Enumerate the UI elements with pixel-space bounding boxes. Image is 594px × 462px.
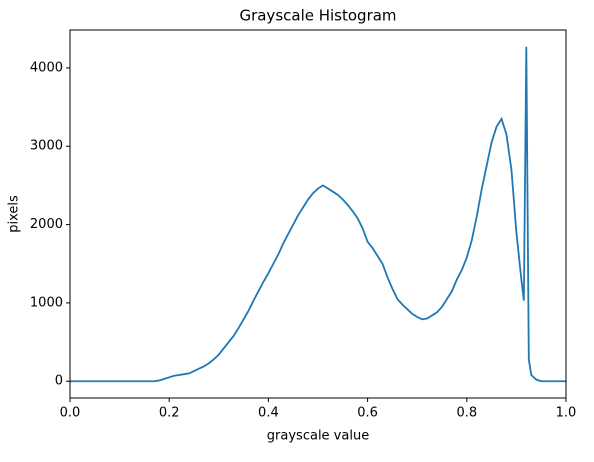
x-tick-label: 1.0 xyxy=(556,406,577,421)
y-tick-label: 4000 xyxy=(30,60,63,75)
y-tick-label: 0 xyxy=(55,374,63,389)
chart-title: Grayscale Histogram xyxy=(239,7,396,25)
x-tick-label: 0.4 xyxy=(258,406,279,421)
x-tick-label: 0.2 xyxy=(159,406,180,421)
x-axis-label: grayscale value xyxy=(267,429,369,444)
x-tick-label: 0.8 xyxy=(456,406,477,421)
y-tick-label: 2000 xyxy=(30,217,63,232)
y-tick-label: 3000 xyxy=(30,139,63,154)
y-axis-label: pixels xyxy=(7,195,22,233)
plot-frame xyxy=(69,29,567,399)
x-tick-label: 0.6 xyxy=(357,406,378,421)
x-tick-label: 0.0 xyxy=(60,406,81,421)
data-line xyxy=(70,46,566,383)
y-tick-label: 1000 xyxy=(30,295,63,310)
